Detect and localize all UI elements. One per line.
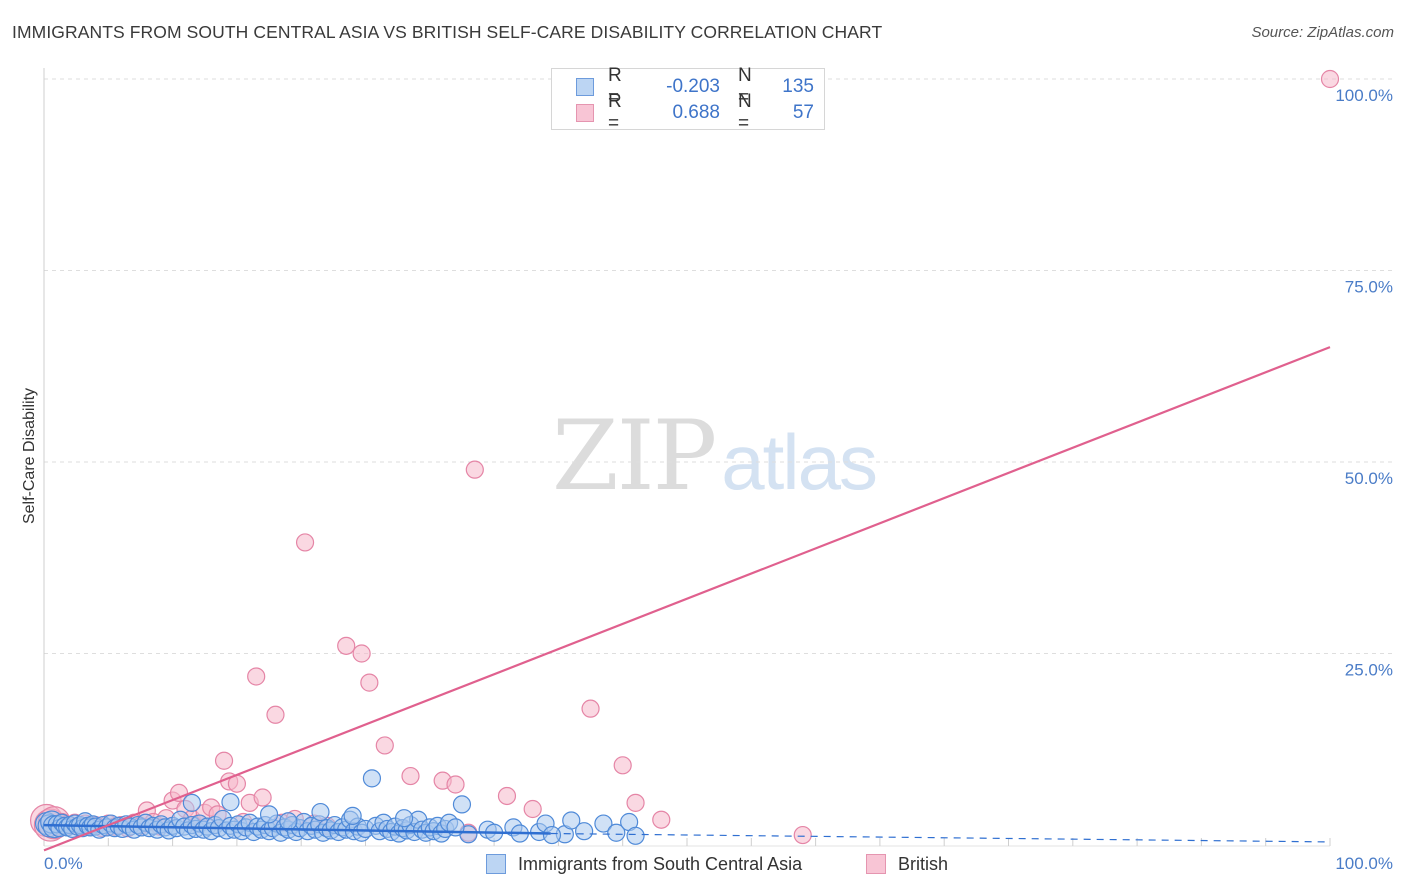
source-label: Source: ZipAtlas.com — [1251, 24, 1394, 41]
british-point — [446, 775, 465, 794]
south-central-asia-point — [311, 802, 330, 822]
british-point — [793, 825, 812, 845]
british-point — [360, 673, 379, 692]
x-tick-marks — [43, 838, 1331, 846]
blue-swatch — [486, 854, 506, 874]
british-point — [352, 644, 371, 663]
british-point — [581, 699, 600, 718]
legend-row-pink: R = 0.688 N = 57 — [576, 91, 814, 134]
south-central-asia-point — [362, 769, 382, 788]
watermark-zip: ZIP — [552, 400, 717, 512]
legend-item-south-central-asia: Immigrants from South Central Asia — [486, 851, 802, 877]
south-central-asia-point — [562, 811, 581, 830]
south-central-asia-point — [575, 822, 594, 841]
n-label: N = — [738, 65, 752, 108]
british-point — [465, 460, 484, 479]
n-label: N = — [738, 91, 752, 134]
y-axis-label: Self-Care Disability — [21, 388, 38, 524]
south-central-asia-point — [446, 818, 465, 837]
british-point — [247, 667, 266, 686]
pink-trend-line — [43, 346, 1331, 852]
south-central-asia-point — [259, 805, 279, 824]
trend-lines — [43, 346, 1331, 852]
british-point — [401, 766, 420, 786]
y-tick-labels: 25.0% 50.0% 75.0% 100.0% — [1335, 86, 1393, 680]
legend-label: British — [898, 853, 949, 874]
legend-label: Immigrants from South Central Asia — [518, 853, 803, 874]
south-central-asia-point — [394, 809, 414, 828]
british-points — [29, 69, 1340, 845]
legend-row-blue: R = -0.203 N = 135 — [576, 65, 814, 108]
south-central-asia-point — [221, 793, 240, 812]
r-label: R = — [608, 65, 622, 108]
r-value: 0.688 — [672, 102, 720, 123]
south-central-asia-point — [343, 806, 362, 825]
south-central-asia-point — [626, 826, 645, 845]
n-value: 135 — [782, 76, 814, 97]
blue-trend-extension — [550, 832, 1331, 843]
british-point — [652, 810, 671, 829]
correlation-legend: R = -0.203 N = 135 R = 0.688 N = 57 — [551, 65, 825, 134]
british-point — [266, 705, 285, 724]
y-tick-label: 50.0% — [1345, 469, 1393, 488]
grid-lines — [44, 78, 1393, 654]
r-value: -0.203 — [666, 76, 720, 97]
pink-swatch — [576, 104, 594, 122]
legend-item-british: British — [866, 851, 948, 877]
blue-swatch — [576, 78, 594, 96]
south-central-asia-point — [607, 823, 626, 842]
british-point — [1320, 69, 1340, 89]
x-tick-label-min: 0.0% — [44, 854, 83, 873]
x-tick-label-max: 100.0% — [1335, 854, 1393, 873]
british-point — [169, 783, 189, 803]
south-central-asia-point — [182, 793, 201, 812]
chart-title: IMMIGRANTS FROM SOUTH CENTRAL ASIA VS BR… — [12, 22, 883, 42]
y-tick-label: 75.0% — [1345, 278, 1393, 297]
british-point — [375, 736, 394, 755]
south-central-asia-point — [452, 795, 472, 814]
british-point — [613, 756, 632, 775]
blue-trend-line — [43, 823, 551, 835]
british-point — [214, 751, 234, 770]
british-point — [523, 799, 542, 819]
british-point — [337, 636, 356, 655]
watermark: ZIPatlas — [552, 400, 878, 512]
south-central-asia-point — [542, 825, 562, 845]
y-tick-label: 100.0% — [1335, 86, 1393, 105]
british-point — [295, 533, 315, 552]
british-point — [497, 786, 517, 806]
south-central-asia-point — [279, 812, 298, 831]
y-tick-label: 25.0% — [1345, 661, 1393, 680]
south-central-asia-point — [594, 814, 613, 833]
british-point — [253, 788, 272, 807]
british-point — [626, 793, 645, 812]
n-value: 57 — [792, 102, 814, 123]
r-label: R = — [608, 91, 622, 134]
pink-swatch — [866, 854, 886, 874]
